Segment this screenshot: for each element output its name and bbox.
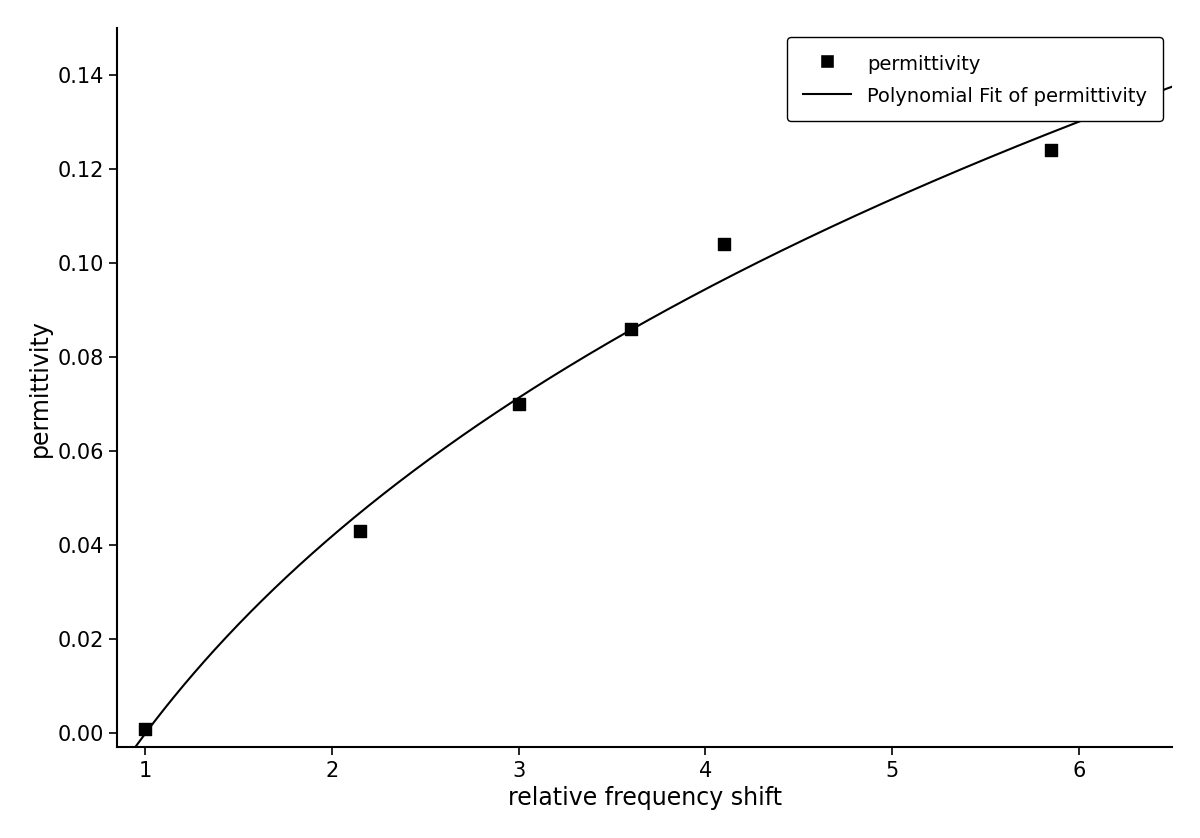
X-axis label: relative frequency shift: relative frequency shift [508,786,781,810]
Point [714,237,733,251]
Y-axis label: permittivity: permittivity [28,318,52,457]
Point [509,397,528,411]
Legend: permittivity, Polynomial Fit of permittivity: permittivity, Polynomial Fit of permitti… [787,38,1163,122]
Point [136,722,155,736]
Point [622,322,641,335]
Point [350,525,370,538]
Point [1042,143,1061,157]
